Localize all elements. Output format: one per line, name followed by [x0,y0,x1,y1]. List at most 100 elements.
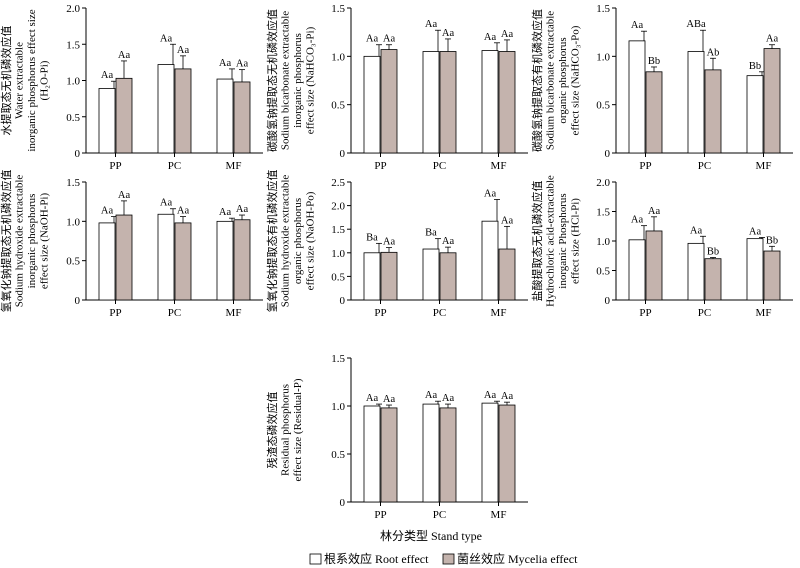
x-tick-label: MF [226,160,242,172]
x-tick-label: PP [374,160,386,172]
y-axis-title-line: 残渣态磷效应值 [265,392,279,469]
significance-label: Ab [707,47,720,58]
y-tick-label: 1.0 [66,76,80,88]
x-tick-label: MF [491,509,507,521]
bar-mycelia-effect [380,49,398,154]
x-tick-label: PP [374,509,386,521]
significance-label: Aa [425,390,438,401]
y-axis-title-line: 水提取态无机磷效应值 [0,26,13,136]
significance-label: Aa [501,391,514,402]
significance-label: Aa [442,28,455,39]
y-axis-title-line: inorganic Phosphorus [557,193,569,288]
bar-root-effect [628,239,646,301]
y-tick-label: 0 [340,497,346,509]
y-tick-label: 0 [605,148,611,160]
significance-label: Aa [648,206,661,217]
x-tick-label: PC [168,307,181,319]
y-axis-title-line: organic phosphorus [292,198,304,284]
y-tick-label: 1.0 [596,236,610,248]
bar-root-effect [216,78,234,154]
bar-root-effect [157,64,175,154]
significance-label: Aa [631,215,644,226]
bar-root-effect [746,238,764,301]
y-axis-title-line: 碳酸氢钠提取态无机磷效应值 [265,9,279,152]
y-axis-title-line: Sodium bicarbonate extractable [280,11,292,150]
y-axis-title-line: inorganic phosphorus [292,33,304,128]
y-axis-title-line: organic phosphorus [557,37,569,123]
y-axis-title-line: Water extractable [14,42,26,119]
chart-panel-2: 0 0.5 1.0 1.5 碳酸氢钠提取态无机磷效应值Sodium bicarbonat… [265,3,528,172]
bar-root-effect [98,88,116,154]
significance-label: Aa [219,58,232,69]
x-tick-label: MF [491,160,507,172]
y-axis-title-line: 盐酸提取态无机磷效应值 [530,181,544,302]
y-axis-title-line: Sodium hydroxide extractable [280,175,292,308]
significance-label: Aa [366,34,379,45]
significance-label: Aa [236,204,249,215]
y-tick-label: 0.5 [331,449,345,461]
significance-label: Bb [707,247,719,258]
significance-label: Aa [383,34,396,45]
y-tick-label: 1.5 [331,224,345,236]
bar-mycelia-effect [763,250,781,301]
y-tick-label: 1.0 [596,51,610,63]
bar-root-effect [687,242,705,301]
significance-label: Aa [501,215,514,226]
y-axis-title: 水提取态无机磷效应值Water extractableinorganic pho… [0,9,51,151]
significance-label: Aa [118,50,131,61]
y-tick-label: 1.5 [66,39,80,51]
y-tick-label: 1.5 [596,3,610,15]
significance-label: Aa [484,390,497,401]
significance-label: Aa [442,236,455,247]
x-tick-label: PP [639,160,651,172]
y-axis-title: 盐酸提取态无机磷效应值Hydrochloric acid-extractable… [530,175,582,307]
x-tick-label: MF [491,307,507,319]
y-axis-title-line: (H₂O-Pi) [39,60,51,100]
y-axis-title-line: Sodium bicarbonate extractable [545,11,557,150]
x-tick-label: PP [639,307,651,319]
x-tick-label: PP [109,160,121,172]
bar-root-effect [481,50,499,154]
bar-mycelia-effect [704,258,722,301]
bar-root-effect [363,252,381,301]
significance-label: Aa [236,59,249,70]
bar-mycelia-effect [439,407,457,503]
chart-panel-3: 0 0.5 1.0 1.5 碳酸氢钠提取态有机磷效应值Sodium bicarbonat… [530,3,793,172]
y-tick-label: 2.5 [331,177,345,189]
significance-label: Aa [631,20,644,31]
significance-label: Aa [366,393,379,404]
y-axis-title-line: inorganic phosphorus effect size [26,9,38,151]
x-tick-label: PC [698,307,711,319]
y-tick-label: 0.5 [596,266,610,278]
y-axis-title-line: effect size (HCl-Pi) [570,198,582,284]
chart-panel-7: 0 0.5 1.0 1.5 残渣态磷效应值Residual phosphoruseffe… [265,353,528,521]
significance-label: Aa [383,237,396,248]
y-axis-title-line: effect size (NaOH-Pi) [39,193,51,290]
bar-mycelia-effect [380,251,398,301]
y-tick-label: 1.5 [331,3,345,15]
bar-mycelia-effect [439,252,457,301]
bar-root-effect [98,222,116,301]
bar-mycelia-effect [704,69,722,154]
bar-mycelia-effect [498,248,516,301]
bar-mycelia-effect [233,81,251,154]
legend-label-mycelia: 菌丝效应 Mycelia effect [457,551,578,566]
significance-label: Ba [425,228,437,239]
bar-mycelia-effect [115,214,133,301]
x-tick-label: PP [109,307,121,319]
significance-label: Aa [177,206,190,217]
x-tick-label: MF [756,307,772,319]
significance-label: Aa [690,225,703,236]
y-axis-title-line: Sodium hydroxide extractable [14,175,26,308]
significance-label: Aa [501,29,514,40]
x-tick-label: MF [226,307,242,319]
y-tick-label: 0 [340,148,346,160]
bar-root-effect [422,248,440,301]
bar-root-effect [481,402,499,503]
bar-mycelia-effect [763,48,781,154]
significance-label: Aa [484,188,497,199]
y-axis-title-line: effect size (NaHCO₃-Po) [570,25,582,135]
y-axis-title-line: Residual phosphorus [280,384,292,476]
y-tick-label: 1.0 [331,248,345,260]
significance-label: Aa [219,207,232,218]
